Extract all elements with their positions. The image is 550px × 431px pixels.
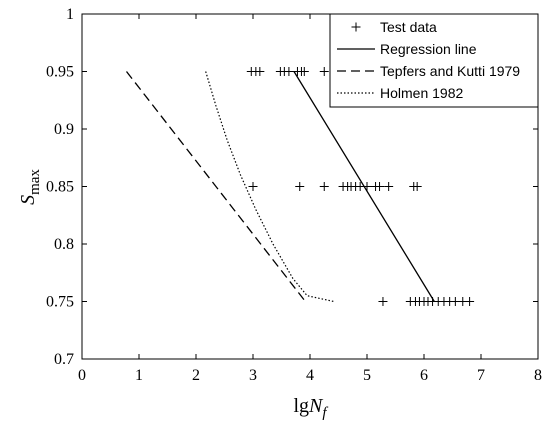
data-point [299,67,309,76]
data-point [295,182,305,191]
data-point [384,182,394,191]
x-tick-label: 6 [420,367,428,384]
legend-label: Test data [380,19,437,35]
series-layer [125,67,475,306]
x-tick-label: 3 [249,367,257,384]
series-line-dashed [125,71,306,302]
y-axis-title: Smax [17,169,43,205]
legend-swatch [351,22,361,32]
y-tick-label: 0.8 [54,236,74,253]
x-tick-label: 5 [363,367,371,384]
legend-box [329,13,539,108]
legend-label: Holmen 1982 [380,85,463,101]
x-tick-label: 2 [192,367,200,384]
legend-label: Regression line [380,41,477,57]
data-point [375,182,385,191]
data-point [284,67,294,76]
legend: Test data Regression line Tepfers and Kutt… [329,13,539,108]
x-tick-label: 0 [78,367,86,384]
x-tick-label: 1 [135,367,143,384]
data-point [412,182,422,191]
y-tick-label: 1 [66,6,74,23]
y-tick-label: 0.95 [46,64,74,81]
x-tick-label: 8 [534,367,542,384]
data-point [378,297,388,306]
y-tick-label: 0.7 [54,351,74,368]
x-tick-label: 7 [477,367,485,384]
series-line-solid [293,71,435,302]
y-tick-label: 0.85 [46,179,74,196]
x-tick-label: 4 [306,367,314,384]
data-point [319,182,329,191]
x-axis-title: lgNf [293,395,328,421]
y-tick-label: 0.75 [46,294,74,311]
data-point [248,182,258,191]
y-tick-label: 0.9 [54,121,74,138]
legend-label: Tepfers and Kutti 1979 [380,63,520,79]
data-point [319,67,329,76]
axis-ticks: 0 1 2 3 4 5 6 7 8 0.7 0.75 0.8 0.85 0.9 0.95 1 [46,6,542,384]
data-point [255,67,265,76]
data-point [465,297,475,306]
